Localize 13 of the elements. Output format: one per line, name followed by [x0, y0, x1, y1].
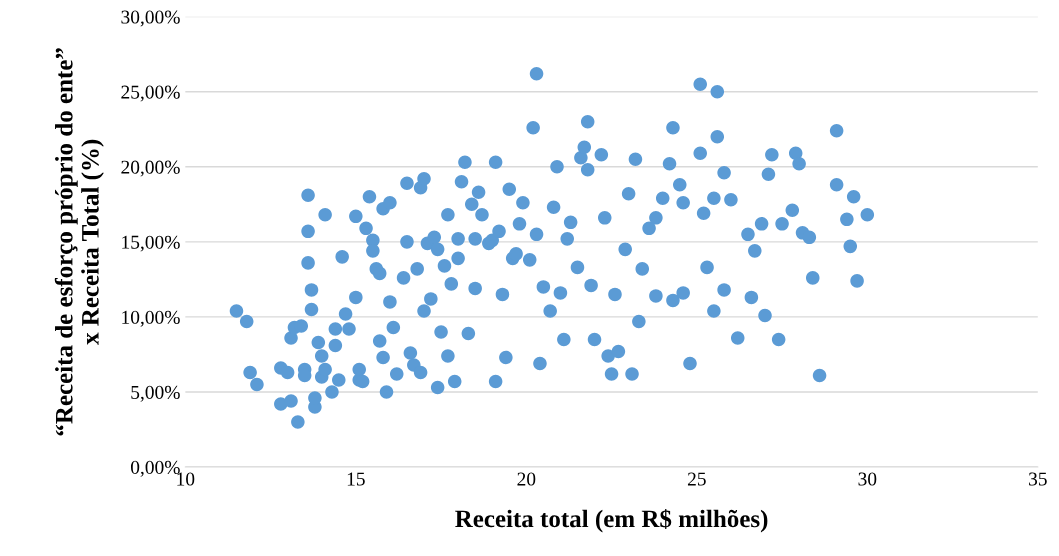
x-axis-title: Receita total (em R$ milhões) — [455, 508, 768, 533]
y-tick-label: 20,00% — [121, 160, 180, 177]
y-tick-label: 10,00% — [122, 310, 180, 327]
x-tick-label: 20 — [517, 472, 536, 486]
x-tick-label: 15 — [347, 472, 365, 486]
y-tick-label: 30,00% — [121, 10, 180, 27]
x-tick-label: 35 — [1029, 472, 1047, 486]
y-tick-label: 15,00% — [122, 235, 180, 252]
x-tick-label: 25 — [687, 472, 706, 486]
y-axis-title: “Receita de esforço próprio do ente” x Receita Total (%) — [54, 48, 104, 436]
y-tick-label: 25,00% — [121, 85, 180, 102]
x-tick-label: 30 — [858, 472, 877, 486]
y-tick-label: 5,00% — [131, 385, 180, 402]
